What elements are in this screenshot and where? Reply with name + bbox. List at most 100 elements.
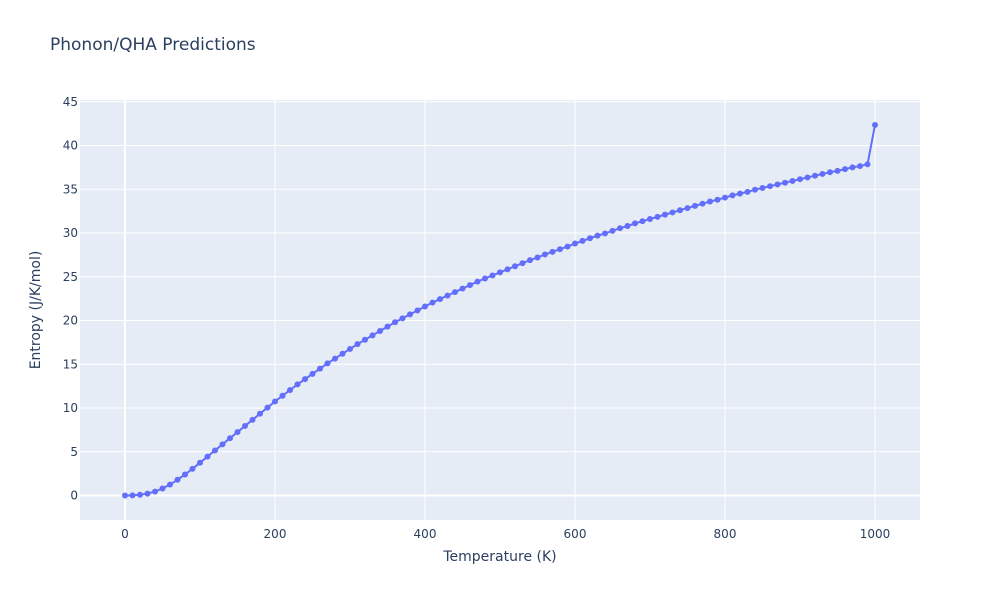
data-point bbox=[137, 491, 143, 498]
data-point bbox=[617, 225, 623, 232]
data-point bbox=[594, 232, 601, 239]
data-point bbox=[122, 492, 128, 499]
data-point bbox=[834, 167, 841, 174]
data-point bbox=[212, 447, 218, 454]
data-point bbox=[459, 285, 466, 292]
data-point bbox=[219, 441, 226, 448]
data-point bbox=[519, 260, 526, 267]
y-tick-label: 20 bbox=[63, 314, 78, 328]
data-point bbox=[857, 163, 863, 170]
y-tick-label: 45 bbox=[63, 95, 78, 109]
x-tick-label: 800 bbox=[714, 527, 737, 541]
data-point bbox=[354, 341, 361, 348]
data-point bbox=[849, 164, 856, 171]
data-point bbox=[804, 174, 811, 181]
y-axis-label: Entropy (J/K/mol) bbox=[28, 251, 44, 370]
data-point bbox=[789, 177, 796, 184]
data-point bbox=[504, 266, 511, 273]
data-point bbox=[602, 230, 608, 237]
tick-labels: 0 200 400 600 800 1000 0 5 10 15 20 25 30 35 40 45 bbox=[63, 95, 891, 541]
data-point bbox=[662, 211, 668, 218]
data-point bbox=[864, 161, 871, 168]
data-point bbox=[819, 170, 826, 177]
data-point bbox=[377, 328, 383, 334]
y-tick-label: 25 bbox=[63, 270, 78, 284]
y-tick-label: 5 bbox=[70, 445, 78, 459]
data-point bbox=[549, 248, 556, 255]
data-point bbox=[744, 188, 751, 195]
data-point bbox=[302, 376, 308, 383]
data-point bbox=[489, 272, 496, 279]
x-tick-label: 400 bbox=[414, 527, 437, 541]
data-point bbox=[129, 492, 136, 499]
data-point bbox=[264, 404, 271, 411]
data-point bbox=[452, 289, 458, 296]
data-point bbox=[287, 387, 293, 394]
data-point bbox=[294, 381, 301, 388]
y-tick-label: 10 bbox=[63, 401, 78, 415]
data-point bbox=[497, 269, 503, 276]
data-point bbox=[159, 485, 166, 492]
data-point bbox=[677, 207, 683, 214]
data-point bbox=[167, 481, 173, 488]
data-point bbox=[174, 476, 181, 483]
data-point bbox=[197, 459, 203, 466]
data-point bbox=[414, 307, 421, 314]
data-point bbox=[152, 488, 158, 495]
data-point bbox=[317, 365, 323, 372]
data-point bbox=[557, 246, 563, 253]
data-point bbox=[534, 254, 541, 261]
y-tick-label: 30 bbox=[63, 226, 78, 240]
data-point bbox=[624, 223, 631, 229]
data-point bbox=[324, 360, 331, 367]
data-point bbox=[474, 278, 481, 285]
data-point bbox=[429, 299, 436, 306]
data-point bbox=[579, 237, 586, 244]
series-layer bbox=[122, 121, 878, 499]
chart-title: Phonon/QHA Predictions bbox=[50, 35, 256, 55]
data-point bbox=[759, 184, 766, 191]
grid bbox=[80, 100, 920, 520]
data-point bbox=[272, 398, 278, 405]
data-point bbox=[189, 465, 196, 472]
data-point bbox=[227, 435, 233, 442]
data-point bbox=[767, 183, 773, 190]
data-point bbox=[692, 202, 698, 209]
data-point bbox=[564, 243, 571, 250]
data-point bbox=[482, 275, 488, 282]
x-tick-label: 0 bbox=[121, 527, 129, 541]
y-tick-label: 0 bbox=[70, 489, 78, 503]
data-point bbox=[872, 121, 878, 128]
data-point bbox=[827, 169, 833, 176]
data-point bbox=[782, 179, 788, 186]
data-point bbox=[144, 490, 151, 497]
data-point bbox=[797, 176, 803, 183]
data-point bbox=[699, 200, 706, 207]
x-axis-label: Temperature (K) bbox=[442, 549, 556, 565]
data-point bbox=[369, 332, 376, 339]
data-point bbox=[204, 453, 211, 460]
data-point bbox=[587, 235, 593, 242]
data-point bbox=[714, 196, 721, 203]
data-point bbox=[684, 205, 691, 212]
data-point bbox=[812, 172, 818, 179]
data-point bbox=[234, 429, 241, 436]
data-point bbox=[242, 422, 248, 429]
data-point bbox=[572, 240, 578, 247]
x-tick-label: 1000 bbox=[860, 527, 891, 541]
data-point bbox=[422, 303, 428, 310]
data-point bbox=[647, 216, 653, 222]
data-point bbox=[332, 355, 338, 362]
data-point bbox=[309, 370, 316, 377]
plot-background bbox=[80, 100, 920, 520]
data-point bbox=[752, 186, 758, 193]
data-point bbox=[392, 319, 398, 326]
data-point bbox=[362, 336, 368, 343]
data-point bbox=[542, 251, 548, 258]
data-point bbox=[527, 257, 533, 264]
data-point bbox=[407, 311, 413, 318]
data-point bbox=[774, 181, 781, 188]
data-point bbox=[737, 190, 743, 197]
data-point bbox=[467, 282, 473, 289]
